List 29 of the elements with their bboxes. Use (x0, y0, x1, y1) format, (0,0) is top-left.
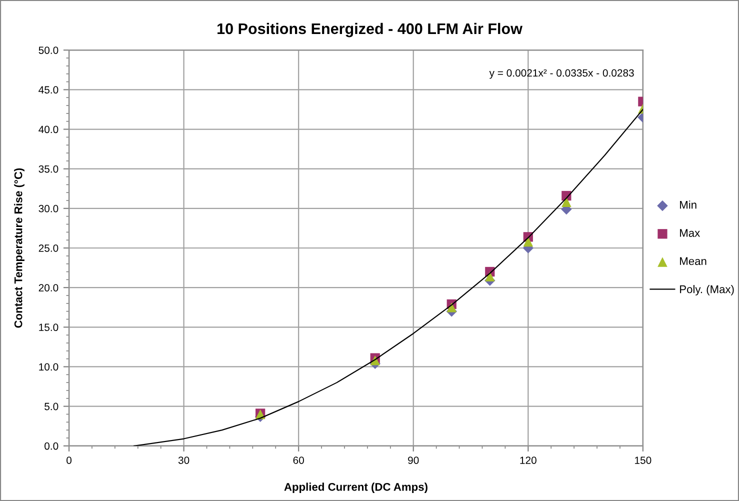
x-tick-label: 90 (408, 456, 419, 464)
y-tick-label: 50.0 (38, 46, 58, 54)
legend-label: Min (680, 200, 696, 209)
y-tick-label: 0.0 (44, 442, 58, 450)
annotation: y = 0.0021x² - 0.0335x - 0.0283 (489, 69, 634, 79)
legend-label: Mean (680, 257, 706, 266)
y-tick-label: 30.0 (38, 204, 58, 212)
point (523, 236, 534, 247)
legend-label: Max (680, 229, 700, 237)
y-tick-label: 40.0 (38, 126, 58, 134)
y-tick-label: 10.0 (39, 363, 58, 371)
chart-title: 10 Positions Energized - 400 LFM Air Flow (218, 22, 522, 38)
point (562, 197, 572, 207)
y-tick-label: 45.0 (38, 86, 58, 94)
x-tick-label: 120 (520, 456, 536, 464)
point (484, 272, 495, 282)
y-tick-label: 25.0 (38, 244, 58, 252)
y-tick-label: 15.0 (39, 324, 58, 332)
point (446, 302, 457, 312)
y-tick-label: 5.0 (44, 402, 58, 410)
x-axis-title: Applied Current (DC Amps) (284, 482, 428, 494)
y-axis-title: Contact Temperature Rise (°C) (14, 168, 24, 328)
x-tick-label: 60 (293, 456, 304, 464)
x-tick-label: 30 (178, 456, 190, 464)
x-tick-label: 0 (66, 456, 72, 464)
y-tick-label: 35.0 (38, 165, 58, 173)
x-tick-label: 150 (635, 456, 652, 464)
legend-label: Poly. (Max) (680, 285, 734, 296)
y-tick-label: 20.0 (38, 284, 58, 292)
